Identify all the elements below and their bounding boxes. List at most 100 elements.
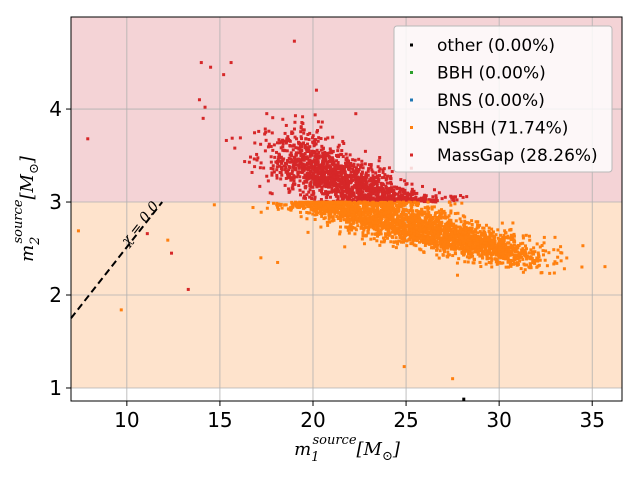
point-nsbh [524,247,528,251]
point-massgap [335,153,339,157]
point-massgap [371,170,375,174]
point-massgap [299,135,303,139]
point-massgap [371,189,375,193]
point-nsbh [401,216,405,220]
point-nsbh [509,262,513,266]
point-nsbh [488,249,492,253]
point-nsbh [384,232,388,236]
point-nsbh [338,230,342,234]
point-massgap [315,153,319,157]
point-nsbh [322,211,326,215]
point-nsbh [404,233,408,237]
point-nsbh [272,201,276,205]
point-massgap [326,164,330,168]
point-massgap [401,190,405,194]
point-massgap [297,184,301,188]
point-nsbh [430,237,434,241]
point-nsbh [499,246,503,250]
point-massgap [293,120,297,124]
point-nsbh [451,240,455,244]
point-nsbh [389,240,393,244]
point-massgap [279,146,283,150]
point-nsbh [307,202,311,206]
point-nsbh [556,248,560,252]
point-nsbh [523,268,527,272]
point-massgap [329,168,333,172]
point-nsbh [463,215,467,219]
point-nsbh [516,246,520,250]
point-nsbh [357,211,361,215]
point-nsbh [389,210,393,214]
point-nsbh [369,237,373,241]
point-nsbh [447,229,451,233]
point-nsbh [300,203,304,207]
point-nsbh [386,231,390,235]
point-massgap [304,196,308,200]
point-massgap [305,171,309,175]
point-nsbh [361,221,365,225]
point-nsbh [407,211,411,215]
point-massgap [351,170,355,174]
point-massgap [305,193,309,197]
point-nsbh [386,203,390,207]
point-nsbh [361,212,365,216]
point-nsbh [468,226,472,230]
point-massgap [333,189,337,193]
point-nsbh [393,201,397,205]
point-nsbh [434,234,438,238]
point-nsbh [555,261,559,265]
point-nsbh [507,252,511,256]
point-nsbh [494,245,498,249]
point-nsbh [481,256,485,260]
y-tick-label: 1 [49,376,62,400]
point-massgap [393,185,397,189]
point-nsbh [512,234,516,238]
point-nsbh [417,231,421,235]
point-nsbh [415,230,419,234]
point-massgap [296,157,300,161]
point-massgap [286,159,290,163]
point-massgap [461,195,465,199]
point-nsbh [380,215,384,219]
point-nsbh [419,238,423,242]
point-nsbh [464,239,468,243]
point-massgap [345,184,349,188]
point-nsbh [398,218,402,222]
point-nsbh [360,211,364,215]
point-nsbh [487,238,491,242]
point-nsbh [348,212,352,216]
point-massgap [291,131,295,135]
point-nsbh [476,242,480,246]
point-massgap [333,165,337,169]
point-nsbh [400,201,404,205]
legend-marker [410,43,413,47]
point-nsbh [530,256,534,260]
point-nsbh [372,237,376,241]
point-massgap [307,173,311,177]
point-nsbh [442,233,446,237]
x-tick-label: 25 [393,408,418,432]
point-massgap [346,190,350,194]
point-nsbh [502,246,506,250]
point-massgap [392,188,396,192]
point-nsbh [452,247,456,251]
point-nsbh [318,208,322,212]
point-nsbh [339,219,343,223]
point-massgap [311,140,315,144]
point-nsbh [489,261,493,265]
point-nsbh [393,229,397,233]
point-nsbh [467,236,471,240]
point-massgap [321,157,325,161]
point-nsbh [496,242,500,246]
point-massgap [299,130,303,134]
point-nsbh [319,212,323,216]
point-nsbh [532,246,536,250]
point-nsbh [346,225,350,229]
point-nsbh [482,249,486,253]
point-massgap [359,178,363,182]
point-nsbh [504,265,508,269]
point-nsbh [378,230,382,234]
point-nsbh [380,200,384,204]
point-nsbh [329,204,333,208]
point-nsbh [517,256,521,260]
